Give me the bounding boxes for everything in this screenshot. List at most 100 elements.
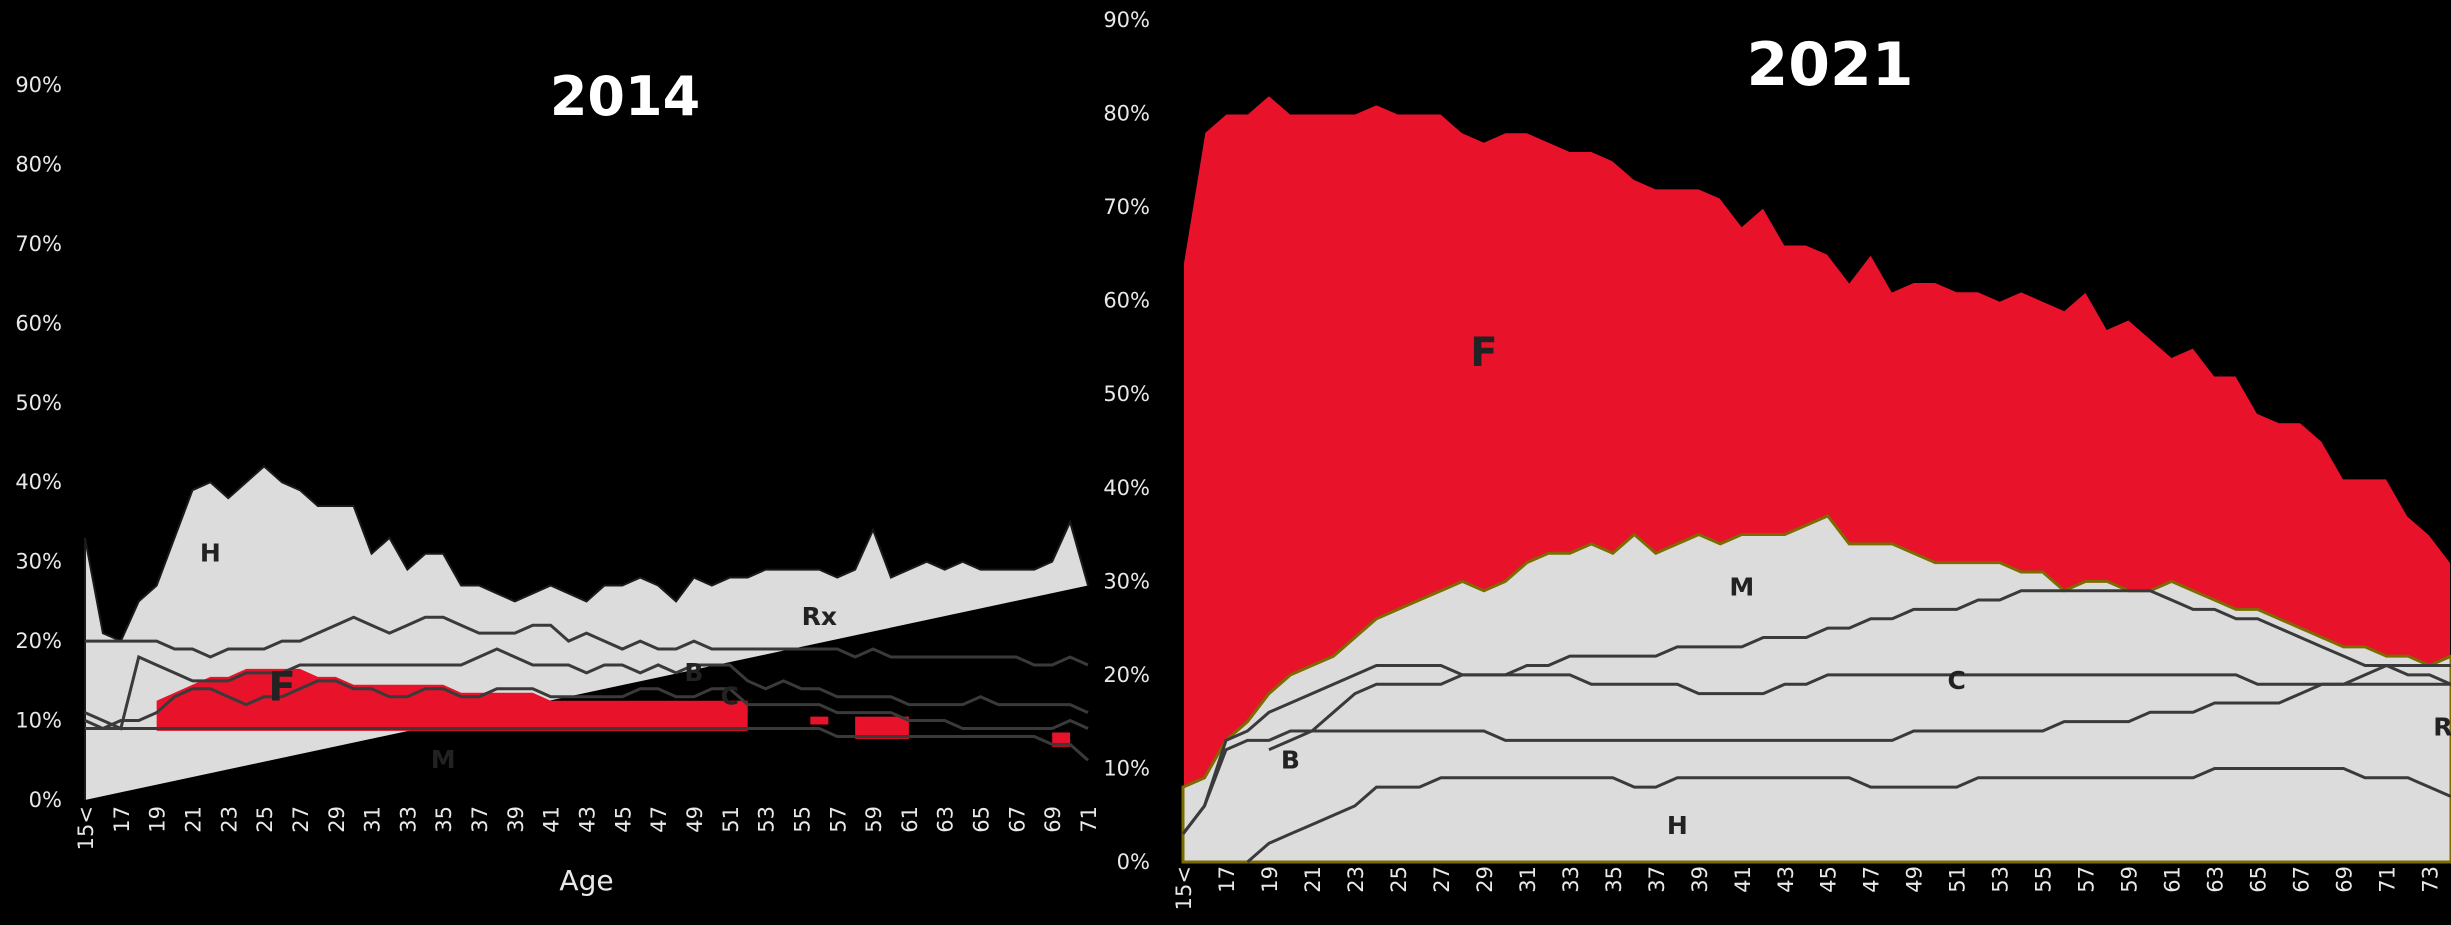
series-m-area (1181, 514, 2451, 864)
x-tick-label: 31 (1516, 866, 1540, 893)
series-label-c: C (721, 682, 739, 711)
y-tick-label: 60% (15, 311, 62, 335)
series-label-h: H (1667, 811, 1688, 840)
series-f-area (855, 716, 909, 739)
x-tick-label: 73 (2419, 866, 2443, 893)
y-tick-label: 60% (1103, 289, 1150, 313)
series-label-m: M (1729, 572, 1754, 601)
x-tick-label: 39 (1688, 866, 1712, 893)
series-f-area (810, 716, 829, 725)
series-label-h: H (200, 539, 221, 568)
x-tick-label: 39 (504, 806, 528, 833)
y-tick-label: 50% (1103, 382, 1150, 406)
x-tick-label: 25 (1387, 866, 1411, 893)
series-b-line (1268, 673, 2451, 752)
x-tick-label: 25 (253, 806, 277, 833)
x-tick-label: 49 (683, 806, 707, 833)
y-tick-label: 70% (15, 232, 62, 256)
x-tick-label: 29 (1473, 866, 1497, 893)
series-label-b: B (1281, 745, 1300, 774)
x-tick-label: 35 (1602, 866, 1626, 893)
series-label-f: F (268, 665, 295, 711)
x-tick-label: 23 (1344, 866, 1368, 893)
y-tick-label: 90% (1103, 8, 1150, 32)
series-c-line (1181, 589, 2451, 835)
y-tick-label: 0% (1117, 850, 1150, 874)
series-label-b: B (684, 658, 703, 687)
series-label-m: M (431, 745, 456, 774)
y-tick-label: 80% (15, 152, 62, 176)
x-tick-label: 67 (1005, 806, 1029, 833)
x-tick-label: 49 (1903, 866, 1927, 893)
x-tick-label: 45 (611, 806, 635, 833)
x-tick-label: 55 (790, 806, 814, 833)
x-tick-label: 47 (647, 806, 671, 833)
chart-title: 2021 (1747, 30, 1914, 100)
y-tick-label: 50% (15, 391, 62, 415)
x-tick-label: 71 (2376, 866, 2400, 893)
x-tick-label: 35 (432, 806, 456, 833)
x-tick-label: 29 (325, 806, 349, 833)
x-tick-label: 51 (719, 806, 743, 833)
x-tick-label: 59 (2118, 866, 2142, 893)
series-label-f: F (1470, 330, 1497, 376)
x-tick-label: 15< (74, 806, 98, 850)
y-tick-label: 30% (15, 550, 62, 574)
x-tick-label: 37 (468, 806, 492, 833)
x-tick-label: 23 (217, 806, 241, 833)
x-tick-label: 67 (2290, 866, 2314, 893)
series-f-area (156, 668, 748, 731)
series-b-line (84, 647, 1089, 731)
series-m-line (84, 719, 1089, 762)
series-c-line (85, 679, 1089, 730)
y-tick-label: 20% (15, 629, 62, 653)
x-tick-label: 17 (110, 806, 134, 833)
x-tick-label: 37 (1645, 866, 1669, 893)
x-tick-label: 63 (2204, 866, 2228, 893)
x-tick-label: 69 (2333, 866, 2357, 893)
chart-2021: 0% 10% 20% 30% 40% 50% 60% 70% 80% 90% 15< 17 19 21 23… (1103, 8, 2451, 910)
x-tick-label: 27 (1430, 866, 1454, 893)
x-tick-label: 63 (934, 806, 958, 833)
y-tick-label: 30% (1103, 569, 1150, 593)
y-tick-label: 90% (15, 73, 62, 97)
x-tick-label: 57 (826, 806, 850, 833)
x-tick-label: 61 (898, 806, 922, 833)
series-label-rx: Rx (802, 602, 837, 631)
y-tick-label: 40% (1103, 476, 1150, 500)
y-tick-label: 80% (1103, 102, 1150, 126)
x-tick-label: 15< (1172, 866, 1196, 910)
y-tick-label: 20% (1103, 663, 1150, 687)
x-tick-label: 45 (1817, 866, 1841, 893)
x-tick-label: 61 (2161, 866, 2185, 893)
y-tick-label: 40% (15, 470, 62, 494)
x-tick-label: 31 (361, 806, 385, 833)
x-tick-label: 19 (1258, 866, 1282, 893)
x-tick-label: 59 (862, 806, 886, 833)
x-tick-label: 33 (1559, 866, 1583, 893)
x-tick-label: 47 (1860, 866, 1884, 893)
x-tick-label: 51 (1946, 866, 1970, 893)
series-h-line (1246, 766, 2451, 864)
x-tick-label: 21 (181, 806, 205, 833)
x-tick-label: 69 (1041, 806, 1065, 833)
y-tick-label: 70% (1103, 195, 1150, 219)
x-tick-label: 41 (1731, 866, 1755, 893)
series-label-c: C (1948, 666, 1966, 695)
series-rx-line (1181, 664, 2451, 835)
x-tick-label: 41 (540, 806, 564, 833)
x-tick-label: 21 (1301, 866, 1325, 893)
y-tick-label: 10% (1103, 756, 1150, 780)
series-rx-line (85, 615, 1089, 667)
x-tick-label: 19 (146, 806, 170, 833)
x-tick-label: 55 (2032, 866, 2056, 893)
x-tick-label: 57 (2075, 866, 2099, 893)
x-tick-label: 65 (970, 806, 994, 833)
x-tick-label: 53 (1989, 866, 2013, 893)
x-axis-label: Age (559, 864, 613, 897)
x-tick-label: 53 (755, 806, 779, 833)
series-label-rx: Rx (2433, 713, 2451, 742)
x-tick-label: 43 (1774, 866, 1798, 893)
